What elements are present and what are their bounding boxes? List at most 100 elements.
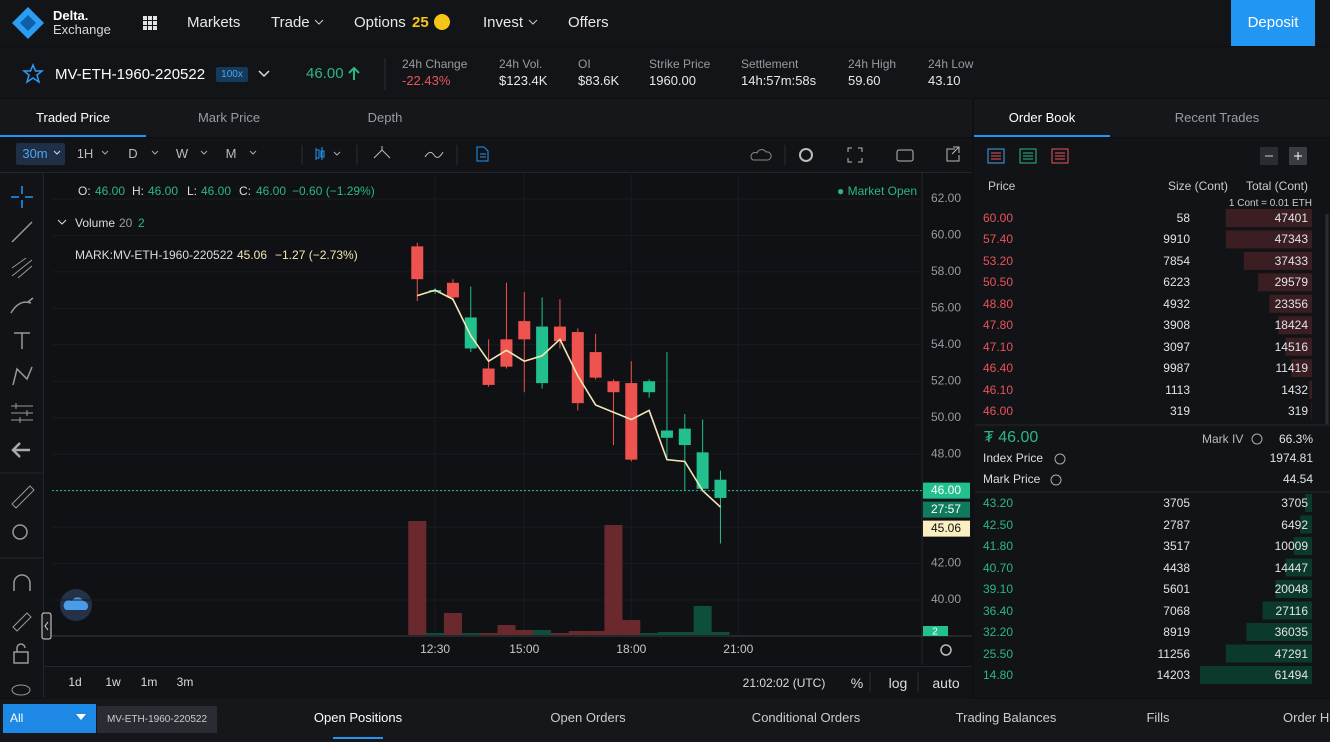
range-button[interactable]: 3m [176,675,194,689]
range-button[interactable]: 1d [68,675,82,689]
nav-item[interactable]: Options [354,14,406,31]
stat-label: 24h Low [928,57,974,71]
chart-tab[interactable]: Depth [367,110,403,125]
book-price: 53.20 [983,253,1014,268]
mark-label: Mark Price [983,472,1041,486]
book-price: 46.10 [983,382,1014,397]
stat-value: $83.6K [578,73,620,88]
nav-item[interactable]: Trade [271,14,310,31]
book-price: 39.10 [983,582,1014,596]
book-tab[interactable]: Order Book [1008,110,1076,125]
stat-value: -22.43% [402,73,451,88]
mark-legend: 45.06 [237,248,268,262]
footer-tab[interactable]: Fills [1146,710,1170,725]
book-size: 3517 [1163,539,1190,553]
book-total: 319 [1287,404,1308,419]
book-tabs-bar [974,99,1330,137]
symbol-chip[interactable] [97,706,217,733]
ohlc-legend: H: [132,184,144,198]
left-toolbar [0,173,44,698]
interval-button[interactable]: 1H [76,146,94,161]
deposit-bg[interactable] [1231,0,1315,46]
stat-label: 24h High [848,57,897,71]
scale-button[interactable]: % [850,675,864,691]
chart-tabs-bar [0,99,972,137]
book-size: 7854 [1163,253,1190,268]
book-total: 20048 [1274,582,1308,596]
deposit-button[interactable]: Deposit [1247,14,1299,31]
book-price: 48.80 [983,296,1014,311]
book-price: 40.70 [983,560,1014,575]
footer-tab[interactable]: Order History [1283,710,1330,725]
stat-label: 24h Vol. [499,57,543,71]
book-price: 14.80 [983,668,1014,682]
chart-tab[interactable]: Mark Price [197,110,261,125]
book-total: 47291 [1274,646,1308,661]
book-size: 7068 [1163,603,1190,618]
book-total: 47343 [1274,232,1308,247]
nav-item[interactable]: Invest [483,14,524,31]
book-price: 47.10 [983,339,1014,354]
stat-label: 24h Change [402,57,468,71]
book-size: 14203 [1156,668,1190,682]
leverage: 100x [221,69,243,80]
book-size: 4438 [1163,560,1190,575]
book-total: 14447 [1274,560,1308,575]
footer-tab[interactable]: Conditional Orders [751,710,861,725]
range-button[interactable]: 1w [105,675,121,689]
stat-value: $123.4K [499,73,548,88]
book-size: 3097 [1163,339,1190,354]
book-total: 1432 [1281,382,1308,397]
book-note: 1 Cont = 0.01 ETH [1228,198,1312,209]
interval-button[interactable]: D [128,146,138,161]
ohlc-legend: 46.00 [148,184,179,198]
ohlc-legend: C: [239,184,251,198]
book-price: 25.50 [983,646,1014,661]
footer-tab[interactable]: Trading Balances [955,710,1057,725]
book-size: 5601 [1163,582,1190,596]
book-size: 8919 [1163,625,1190,639]
mark-price: 44.54 [1282,472,1313,486]
interval-button[interactable]: W [175,146,189,161]
interval-box[interactable] [16,143,65,165]
symbol-chip-text[interactable]: MV-ETH-1960-220522 [106,714,208,725]
scale-button[interactable]: log [888,675,908,691]
footer-bar [0,699,1330,742]
book-size: 9910 [1163,232,1190,247]
book-last-price: ₮ 46.00 [984,429,1039,446]
book-total: 61494 [1274,668,1308,682]
ohlc-legend: 46.00 [256,184,287,198]
interval-button[interactable]: M [225,146,237,161]
ohlc-legend: 46.00 [95,184,126,198]
book-price: 42.50 [983,517,1014,532]
interval-button[interactable]: 30m [22,146,48,161]
book-header: Price [988,179,1016,193]
book-size: 1113 [1165,382,1190,397]
mark-iv: 66.3% [1278,432,1313,446]
nav-item[interactable]: Offers [568,14,609,31]
book-price: 57.40 [983,232,1014,247]
ohlc-legend: O: [78,184,91,198]
volume-legend: 2 [138,216,145,230]
footer-tab[interactable]: Open Orders [550,710,626,725]
book-total: 6492 [1281,517,1308,532]
book-size: 6223 [1163,275,1190,290]
book-price: 47.80 [983,318,1014,333]
mark-legend: MARK:MV-ETH-1960-220522 [75,248,234,262]
book-size: 58 [1176,211,1190,225]
range-button[interactable]: 1m [140,675,158,689]
footer-tab[interactable]: Open Positions [313,710,403,725]
book-tab[interactable]: Recent Trades [1174,110,1260,125]
book-size: 3705 [1163,496,1190,510]
leverage-badge [216,67,248,82]
scale-button[interactable]: auto [932,675,960,691]
stat-value: 1960.00 [649,73,696,88]
nav-item[interactable]: Markets [187,14,241,31]
filter-value[interactable]: All [10,711,24,725]
book-size: 4932 [1163,296,1190,311]
chart-tab[interactable]: Traded Price [36,110,110,125]
stat-label: OI [578,57,591,71]
book-price: 60.00 [983,211,1014,225]
stat-value: 59.60 [848,73,881,88]
brand: Exchange [53,22,111,37]
